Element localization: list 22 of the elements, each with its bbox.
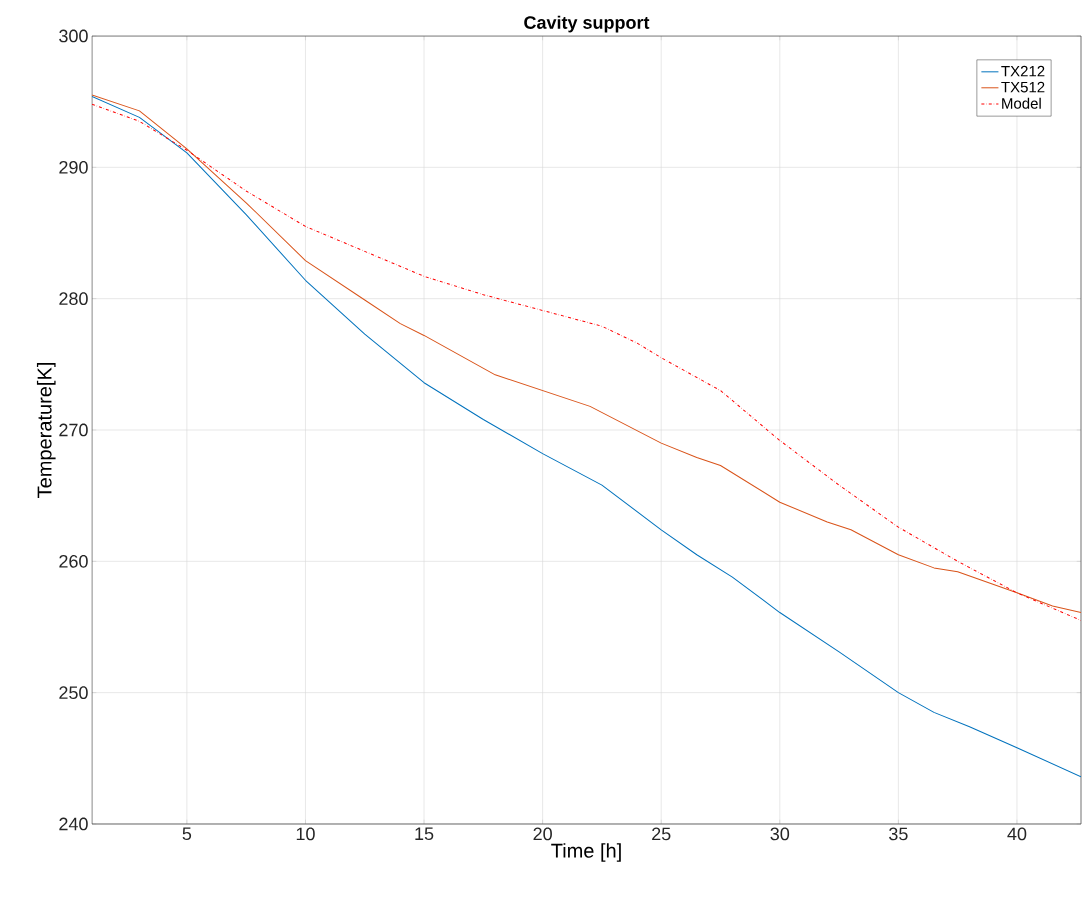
y-tick-label: 280 [59,292,88,306]
x-tick-label: 40 [1007,827,1027,841]
y-tick-label: 240 [59,817,88,831]
y-tick-label: 260 [59,554,88,568]
y-tick-label: 270 [59,423,88,437]
x-tick-label: 10 [296,827,315,841]
x-tick-label: 35 [889,827,908,841]
x-tick-label: 30 [770,827,790,841]
y-tick-label: 250 [59,686,88,700]
x-tick-label: 5 [182,827,192,841]
y-tick-label: 300 [59,29,88,43]
x-tick-label: 20 [533,827,552,841]
line-series [92,95,1081,778]
x-tick-label: 25 [652,827,671,841]
chart-title: Cavity support [524,15,650,33]
x-tick-label: 15 [415,827,434,841]
legend-label: TX512 [1001,81,1045,93]
legend-label: Model [1002,97,1041,109]
legend-label: TX212 [1001,65,1045,77]
y-tick-label: 290 [59,160,88,174]
x-axis-title: Time [h] [551,843,621,862]
y-axis-title: Temperature[K] [36,363,56,498]
